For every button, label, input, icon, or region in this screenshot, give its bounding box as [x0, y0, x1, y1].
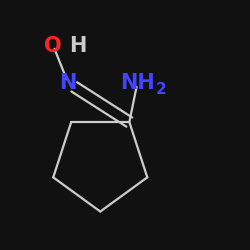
Text: NH: NH: [120, 73, 155, 93]
Text: N: N: [60, 73, 77, 93]
Text: H: H: [69, 36, 87, 56]
Text: 2: 2: [156, 82, 166, 97]
Text: O: O: [44, 36, 62, 56]
